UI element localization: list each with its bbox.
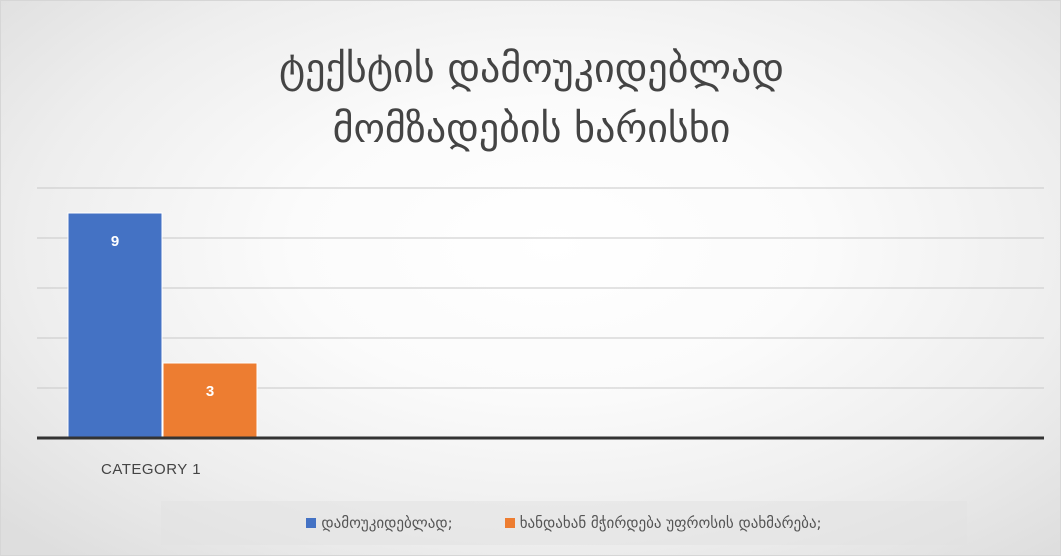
bar-label-series-1: 9 xyxy=(111,233,119,250)
chart-title-line-2: მომზადების ხარისხი xyxy=(332,106,731,152)
gridlines xyxy=(37,187,1044,389)
legend-item-independent: დამოუკიდებლად; xyxy=(306,514,453,532)
legend-label-with-help: ხანდახან მჭირდება უფროსის დახმარება; xyxy=(519,514,822,532)
legend-swatch-orange xyxy=(504,518,515,528)
chart-title-line-1: ტექსტის დამოუკიდებლად xyxy=(278,46,785,92)
legend-label-independent: დამოუკიდებლად; xyxy=(321,514,453,532)
chart-title: ტექსტის დამოუკიდებლად მომზადების ხარისხი xyxy=(1,39,1061,159)
bar-series-1 xyxy=(67,212,163,439)
legend-swatch-blue xyxy=(306,518,317,528)
bar-series-2 xyxy=(162,362,258,439)
legend: დამოუკიდებლად; ხანდახან მჭირდება უფროსის… xyxy=(161,501,967,545)
bar-labels: 93 xyxy=(111,233,214,400)
bars xyxy=(67,212,258,439)
bar-label-series-2: 3 xyxy=(206,383,214,400)
category-label: CATEGORY 1 xyxy=(101,461,202,478)
legend-item-with-help: ხანდახან მჭირდება უფროსის დახმარება; xyxy=(504,514,822,532)
